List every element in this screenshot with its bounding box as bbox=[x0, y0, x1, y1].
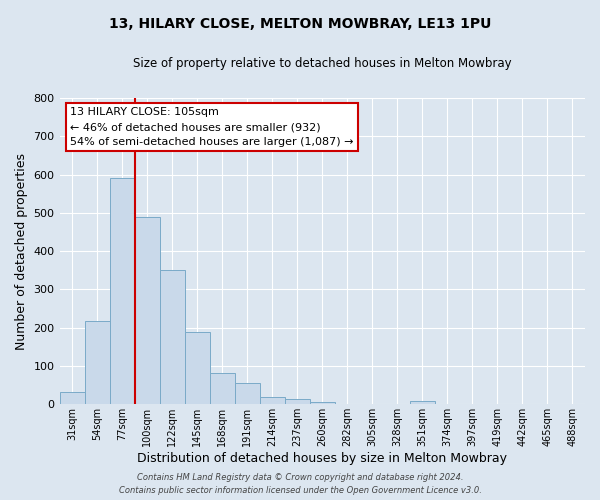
Bar bbox=[235, 383, 260, 404]
Bar bbox=[160, 270, 185, 404]
X-axis label: Distribution of detached houses by size in Melton Mowbray: Distribution of detached houses by size … bbox=[137, 452, 507, 465]
Bar bbox=[185, 332, 209, 404]
Bar bbox=[310, 402, 335, 404]
Bar bbox=[410, 401, 435, 404]
Bar bbox=[209, 372, 235, 404]
Bar bbox=[260, 398, 285, 404]
Text: 13 HILARY CLOSE: 105sqm
← 46% of detached houses are smaller (932)
54% of semi-d: 13 HILARY CLOSE: 105sqm ← 46% of detache… bbox=[70, 107, 353, 147]
Bar bbox=[134, 216, 160, 404]
Y-axis label: Number of detached properties: Number of detached properties bbox=[15, 152, 28, 350]
Title: Size of property relative to detached houses in Melton Mowbray: Size of property relative to detached ho… bbox=[133, 58, 512, 70]
Text: 13, HILARY CLOSE, MELTON MOWBRAY, LE13 1PU: 13, HILARY CLOSE, MELTON MOWBRAY, LE13 1… bbox=[109, 18, 491, 32]
Text: Contains HM Land Registry data © Crown copyright and database right 2024.
Contai: Contains HM Land Registry data © Crown c… bbox=[119, 474, 481, 495]
Bar bbox=[85, 321, 110, 404]
Bar bbox=[110, 178, 134, 404]
Bar bbox=[59, 392, 85, 404]
Bar bbox=[285, 398, 310, 404]
